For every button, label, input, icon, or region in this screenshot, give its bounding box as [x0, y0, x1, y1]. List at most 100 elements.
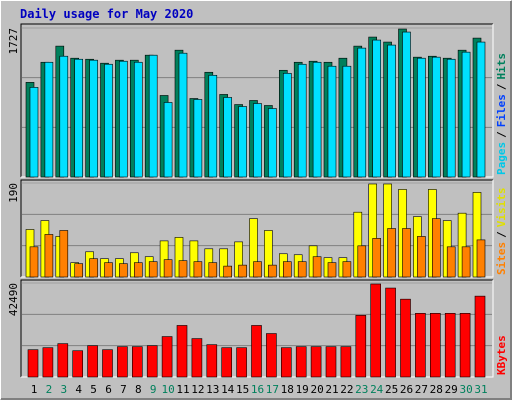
x-tick-label: 24: [370, 383, 384, 396]
legend-separator: /: [495, 131, 508, 138]
x-tick-label: 10: [161, 383, 174, 396]
bar: [295, 346, 307, 378]
bar: [59, 230, 69, 278]
bar: [148, 54, 158, 178]
bar: [327, 262, 337, 278]
bar: [282, 261, 292, 278]
bar: [282, 72, 292, 178]
y-tick-label: 1727: [7, 28, 20, 55]
x-tick-label: 13: [206, 383, 219, 396]
y-tick-label: 42490: [7, 283, 20, 316]
x-tick-label: 20: [310, 383, 323, 396]
bar: [266, 333, 277, 378]
bar: [104, 63, 113, 178]
x-tick-label: 11: [176, 383, 189, 396]
bar: [268, 108, 277, 178]
bar: [119, 263, 128, 278]
bar: [253, 261, 262, 278]
bar: [417, 236, 426, 278]
bar: [372, 238, 382, 278]
bar: [148, 261, 158, 278]
bar: [476, 239, 486, 278]
x-tick-label: 1: [31, 383, 38, 396]
bar: [178, 260, 188, 278]
bar: [74, 58, 83, 178]
bar: [357, 245, 367, 278]
legend-entry: Pages: [495, 142, 508, 175]
bar: [59, 55, 69, 178]
bar: [387, 44, 396, 178]
bar: [223, 97, 232, 178]
bar: [461, 246, 471, 278]
bar: [134, 61, 143, 178]
legend: KBytes: [495, 335, 508, 375]
bar: [193, 261, 203, 278]
x-tick-label: 6: [105, 383, 112, 396]
panel-border: [20, 279, 493, 377]
bar: [297, 261, 307, 278]
legend-separator: /: [495, 83, 508, 90]
bar: [221, 347, 232, 378]
bar: [431, 218, 441, 278]
bar: [312, 61, 322, 178]
legend: Sites / Visits: [495, 188, 508, 276]
x-tick-label: 27: [415, 383, 428, 396]
x-tick-label: 29: [445, 383, 458, 396]
x-tick-label: 15: [236, 383, 249, 396]
x-tick-label: 19: [296, 383, 309, 396]
bar: [280, 347, 292, 378]
chart-title: Daily usage for May 2020: [20, 7, 193, 21]
bar: [178, 52, 188, 178]
bar: [208, 262, 218, 278]
bar: [402, 31, 411, 178]
x-tick-label: 31: [474, 383, 487, 396]
bar: [117, 346, 128, 378]
bar: [476, 41, 486, 178]
x-tick-label: 17: [266, 383, 279, 396]
bar: [236, 347, 247, 378]
x-tick-label: 8: [135, 383, 142, 396]
bar: [431, 56, 441, 178]
bar: [89, 258, 98, 278]
bar: [357, 47, 367, 178]
bar: [206, 344, 218, 378]
x-tick-label: 22: [340, 383, 353, 396]
bar: [444, 313, 456, 378]
x-tick-label: 26: [400, 383, 413, 396]
bar: [161, 336, 173, 378]
bar: [57, 343, 69, 378]
bar: [342, 261, 352, 278]
bar: [387, 228, 396, 278]
bar: [415, 313, 426, 378]
bar: [191, 338, 203, 378]
legend-separator: /: [495, 231, 508, 238]
bar: [44, 234, 54, 278]
bar: [474, 295, 486, 378]
y-tick-label: 190: [7, 183, 20, 203]
panel-border: [20, 23, 493, 177]
bar: [429, 313, 441, 378]
bar: [163, 259, 173, 278]
bar: [312, 256, 322, 278]
bar: [193, 99, 203, 178]
x-tick-label: 9: [150, 383, 157, 396]
bar: [42, 347, 54, 378]
bar: [355, 315, 367, 378]
x-tick-label: 12: [191, 383, 204, 396]
bar: [87, 345, 98, 378]
legend: Pages / Files / Hits: [495, 53, 508, 175]
bar: [402, 228, 411, 278]
bar: [297, 63, 307, 178]
x-tick-label: 30: [459, 383, 472, 396]
x-tick-label: 18: [281, 383, 294, 396]
bar: [102, 349, 113, 378]
x-tick-label: 16: [251, 383, 264, 396]
bar: [327, 65, 337, 178]
bar: [251, 325, 262, 378]
bar: [253, 103, 262, 178]
legend-entry: KBytes: [495, 335, 508, 375]
bar: [132, 346, 143, 378]
x-tick-label: 14: [221, 383, 235, 396]
